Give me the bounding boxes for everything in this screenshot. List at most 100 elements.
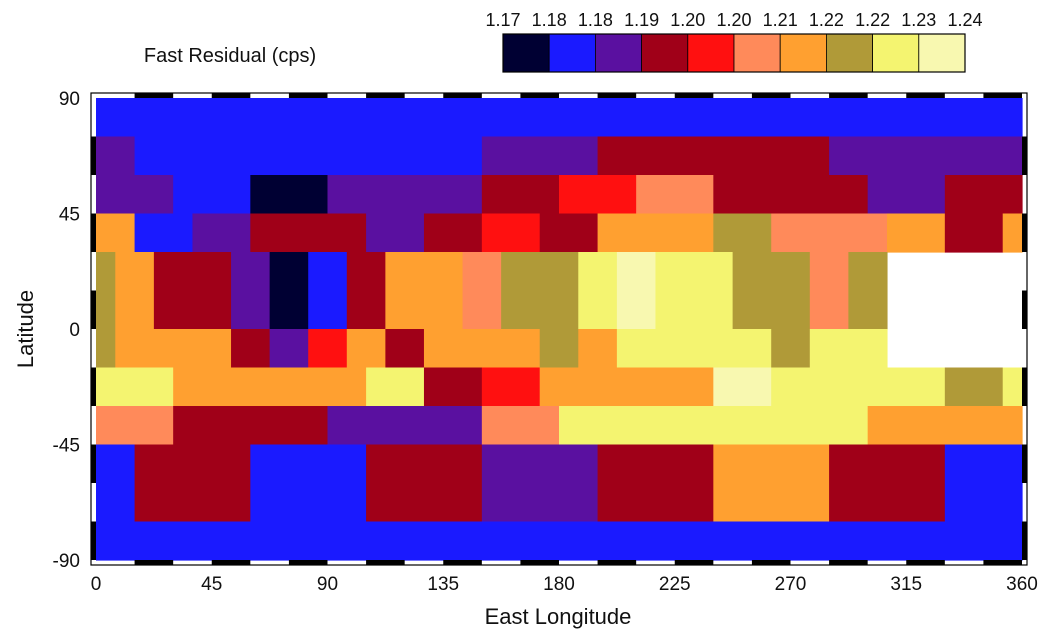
heatmap-cell-2-3 bbox=[327, 175, 483, 215]
y-tick-label: 0 bbox=[69, 320, 80, 341]
heatmap-cell-2-2 bbox=[250, 175, 329, 215]
heatmap-cell-1-6 bbox=[713, 136, 830, 176]
heatmap-cell-3-0 bbox=[96, 213, 136, 253]
frame-dash-bottom bbox=[134, 560, 174, 565]
heatmap-cell-6-7 bbox=[539, 367, 637, 407]
frame-dash-bottom bbox=[366, 560, 405, 565]
colorbar-outline bbox=[502, 33, 966, 73]
heatmap-cell-3-10 bbox=[655, 213, 714, 253]
frame-dash-right bbox=[1022, 213, 1027, 252]
colorbar-segment bbox=[641, 33, 689, 73]
colorbar-tick-label: 1.19 bbox=[624, 10, 659, 30]
x-tick-label: 0 bbox=[91, 574, 102, 595]
heatmap-cell-6-9 bbox=[713, 367, 772, 407]
frame-dash-right bbox=[1022, 367, 1027, 406]
colorbar-tick-label: 1.22 bbox=[855, 10, 890, 30]
y-tick-label: -45 bbox=[53, 436, 80, 457]
heatmap-cell-5-8 bbox=[385, 329, 425, 369]
heatmap-cell-3-3 bbox=[250, 213, 309, 253]
heatmap-cell-6-5 bbox=[423, 367, 483, 407]
heatmap-cell-6-11 bbox=[829, 367, 888, 407]
heatmap-cell-2-6 bbox=[636, 175, 714, 215]
heatmap-cell-8-4 bbox=[481, 444, 599, 523]
frame-dash-top bbox=[674, 93, 714, 98]
heatmap-cell-6-13 bbox=[944, 367, 1004, 407]
y-tick-labels: 90 45 0 -45 -90 bbox=[53, 89, 80, 572]
heatmap-cell-4-10 bbox=[462, 252, 502, 330]
heatmap-cell-2-9 bbox=[867, 175, 946, 215]
heatmap-cell-5-2 bbox=[153, 329, 194, 369]
colorbar-tick-label: 1.20 bbox=[716, 10, 751, 30]
heatmap-cell-2-8 bbox=[790, 175, 869, 215]
heatmap-cell-3-1 bbox=[134, 213, 194, 253]
y-tick-label: 45 bbox=[59, 205, 80, 226]
heatmap-cell-4-13 bbox=[578, 252, 618, 330]
frame-dash-left bbox=[91, 290, 96, 329]
heatmap-cell-8-3 bbox=[366, 444, 483, 523]
heatmap-cell-9-0 bbox=[96, 521, 1023, 561]
heatmap-cell-7-6 bbox=[636, 406, 714, 446]
heatmap-cells bbox=[96, 98, 1023, 561]
heatmap-cell-8-1 bbox=[134, 444, 251, 523]
colorbar-segment bbox=[826, 33, 874, 73]
heatmap-cell-4-20 bbox=[848, 252, 888, 330]
heatmap-cell-2-10 bbox=[944, 175, 1023, 215]
heatmap-cell-5-6 bbox=[308, 329, 348, 369]
heatmap-cell-7-5 bbox=[559, 406, 637, 446]
frame-dash-bottom bbox=[443, 560, 482, 565]
x-tick-label: 360 bbox=[1006, 574, 1038, 595]
x-tick-label: 45 bbox=[201, 574, 222, 595]
heatmap-cell-1-0 bbox=[96, 136, 136, 176]
heatmap-cell-8-0 bbox=[96, 444, 136, 523]
colorbar-tick-label: 1.18 bbox=[578, 10, 613, 30]
heatmap-cell-3-8 bbox=[539, 213, 599, 253]
colorbar-tick-label: 1.22 bbox=[809, 10, 844, 30]
heatmap-cell-4-4 bbox=[231, 252, 271, 330]
frame-dash-bottom bbox=[597, 560, 637, 565]
x-tick-label: 135 bbox=[427, 574, 459, 595]
heatmap-cell-3-11 bbox=[713, 213, 772, 253]
heatmap-cell-3-6 bbox=[423, 213, 483, 253]
frame-dash-right bbox=[1022, 521, 1027, 560]
frame-dash-top bbox=[751, 93, 791, 98]
colorbar-tick-label: 1.17 bbox=[485, 10, 520, 30]
heatmap-cell-3-16 bbox=[1002, 213, 1023, 253]
colorbar-tick-label: 1.24 bbox=[947, 10, 982, 30]
heatmap-cell-4-19 bbox=[809, 252, 849, 330]
frame-dash-right bbox=[1022, 136, 1027, 175]
heatmap-cell-3-5 bbox=[366, 213, 425, 253]
heatmap-cell-7-2 bbox=[250, 406, 329, 446]
colorbar-tick-label: 1.21 bbox=[763, 10, 798, 30]
heatmap-cell-4-11 bbox=[501, 252, 541, 330]
frame-dash-top bbox=[597, 93, 637, 98]
heatmap-cell-5-14 bbox=[655, 329, 695, 369]
heatmap-cell-5-9 bbox=[423, 329, 502, 369]
frame-dash-bottom bbox=[211, 560, 251, 565]
heatmap-cell-4-9 bbox=[423, 252, 464, 330]
heatmap-cell-6-12 bbox=[886, 367, 946, 407]
y-axis-label: Latitude bbox=[13, 290, 38, 368]
heatmap-cell-8-2 bbox=[250, 444, 367, 523]
heatmap-cell-3-2 bbox=[192, 213, 251, 253]
heatmap-cell-6-14 bbox=[1002, 367, 1023, 407]
heatmap-cell-1-1 bbox=[134, 136, 251, 176]
heatmap-cell-8-5 bbox=[597, 444, 714, 523]
heatmap-cell-7-4 bbox=[481, 406, 560, 446]
y-tick-label: -90 bbox=[53, 551, 80, 572]
frame-dash-top bbox=[829, 93, 868, 98]
heatmap-cell-5-7 bbox=[346, 329, 386, 369]
heatmap-cell-8-8 bbox=[944, 444, 1023, 523]
heatmap-cell-5-1 bbox=[115, 329, 155, 369]
colorbar-tick-label: 1.20 bbox=[670, 10, 705, 30]
x-tick-label: 90 bbox=[317, 574, 338, 595]
heatmap-cell-4-2 bbox=[153, 252, 194, 330]
heatmap-cell-1-5 bbox=[597, 136, 714, 176]
frame-dash-bottom bbox=[520, 560, 559, 565]
heatmap-cell-3-15 bbox=[944, 213, 1004, 253]
heatmap-cell-6-4 bbox=[366, 367, 425, 407]
heatmap-cell-2-7 bbox=[713, 175, 792, 215]
frame-dash-top bbox=[443, 93, 482, 98]
frame-dash-bottom bbox=[906, 560, 945, 565]
colorbar-segment bbox=[595, 33, 643, 73]
